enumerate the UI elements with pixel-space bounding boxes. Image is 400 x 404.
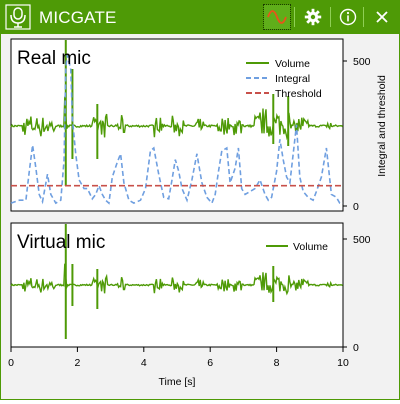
x-tick-label: 2 [74, 357, 80, 369]
legend-volume-label: Volume [275, 58, 310, 70]
virtual-mic-chart: Virtual mic Volume 0 500 0 2 4 6 8 10 Time [s] [8, 222, 371, 388]
real-mic-y-axis: 0 500 [343, 56, 371, 213]
y-tick-label: 0 [353, 342, 359, 354]
gear-icon [304, 8, 322, 26]
legend-threshold-label: Threshold [275, 88, 322, 100]
virtual-mic-legend: Volume [266, 241, 328, 253]
info-button[interactable] [335, 5, 361, 29]
close-icon [376, 11, 388, 23]
app-logo-icon [5, 4, 31, 30]
y-tick-label: 500 [353, 56, 371, 68]
toolbar-separator [363, 7, 364, 27]
y-tick-label: 0 [353, 201, 359, 213]
waveform-icon [267, 10, 287, 24]
x-tick-label: 4 [141, 357, 147, 369]
toolbar-separator [294, 7, 295, 27]
y-axis-label: Integral and threshold [376, 75, 388, 177]
x-tick-label: 6 [207, 357, 213, 369]
x-axis-label: Time [s] [159, 376, 196, 388]
legend-volume-label: Volume [293, 241, 328, 253]
virtual-volume-series [10, 224, 344, 339]
real-mic-chart: Real mic Volume Integral Threshold 0500 … [10, 38, 388, 213]
real-mic-legend: Volume Integral Threshold [246, 58, 322, 100]
virtual-mic-title: Virtual mic [17, 232, 105, 253]
close-button[interactable] [369, 5, 395, 29]
waveform-toggle-button[interactable] [263, 4, 291, 30]
window-title: MICGATE [39, 8, 117, 27]
toolbar-separator [330, 7, 331, 27]
plots-canvas: Real mic Volume Integral Threshold 0500 … [8, 38, 388, 388]
integral-series-line [10, 55, 343, 205]
info-icon [339, 8, 357, 26]
virtual-mic-y-axis: 0 500 [343, 234, 371, 354]
real-mic-title: Real mic [17, 48, 91, 69]
x-axis: 0 2 4 6 8 10 [8, 347, 349, 369]
settings-button[interactable] [300, 5, 326, 29]
legend-integral-label: Integral [275, 73, 310, 85]
title-bar[interactable]: MICGATE [1, 1, 399, 34]
x-tick-label: 8 [274, 357, 280, 369]
y-tick-label: 500 [353, 234, 371, 246]
plot-area: Real mic Volume Integral Threshold 0 500 … [1, 34, 399, 399]
x-tick-label: 0 [8, 357, 14, 369]
x-tick-label: 10 [337, 357, 349, 369]
